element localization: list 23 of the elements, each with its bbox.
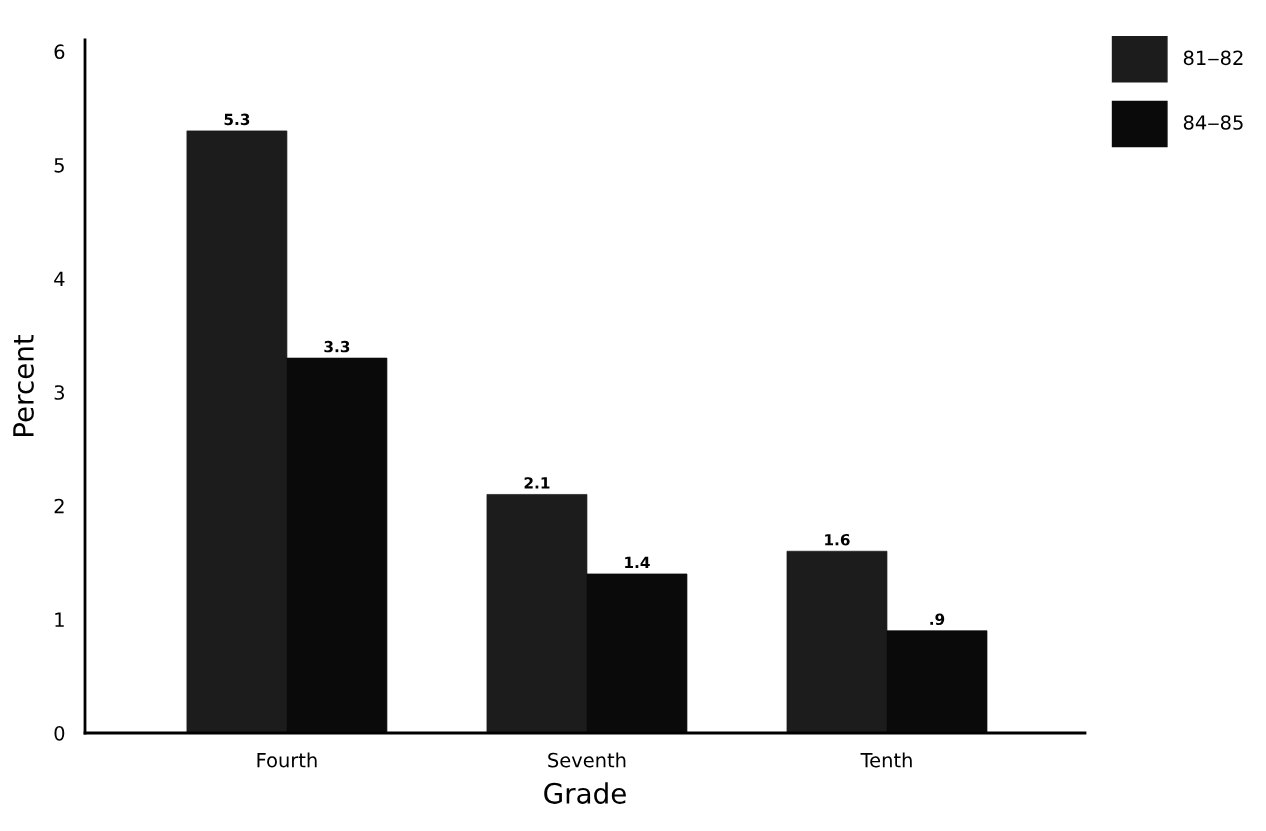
- x-tick-label: Seventh: [548, 752, 626, 768]
- data-label: 3.3: [324, 340, 350, 353]
- y-tick-label: 5: [54, 158, 64, 173]
- y-tick-label: 6: [54, 44, 65, 60]
- data-label: 1.6: [825, 533, 850, 546]
- y-tick-label: 4: [54, 271, 65, 286]
- bar: [786, 550, 888, 733]
- data-label: 1.4: [625, 556, 650, 568]
- y-tick-label: 1: [55, 612, 64, 627]
- legend-label: 84‒85: [1183, 115, 1243, 130]
- y-tick-label: 2: [54, 498, 64, 514]
- x-tick-label: Fourth: [257, 752, 317, 768]
- data-label: 5.3: [224, 113, 250, 126]
- legend-label: 81‒82: [1183, 50, 1243, 66]
- y-tick-label: 3: [54, 385, 64, 400]
- x-axis-title: Grade: [544, 782, 626, 804]
- bar: [186, 130, 288, 733]
- y-axis-title: Percent: [13, 334, 34, 437]
- x-tick-label: Tenth: [860, 752, 912, 768]
- y-tick-label: 0: [54, 725, 65, 741]
- data-label: 2.1: [524, 477, 550, 489]
- bar: [486, 494, 588, 733]
- data-label: .9: [930, 613, 945, 626]
